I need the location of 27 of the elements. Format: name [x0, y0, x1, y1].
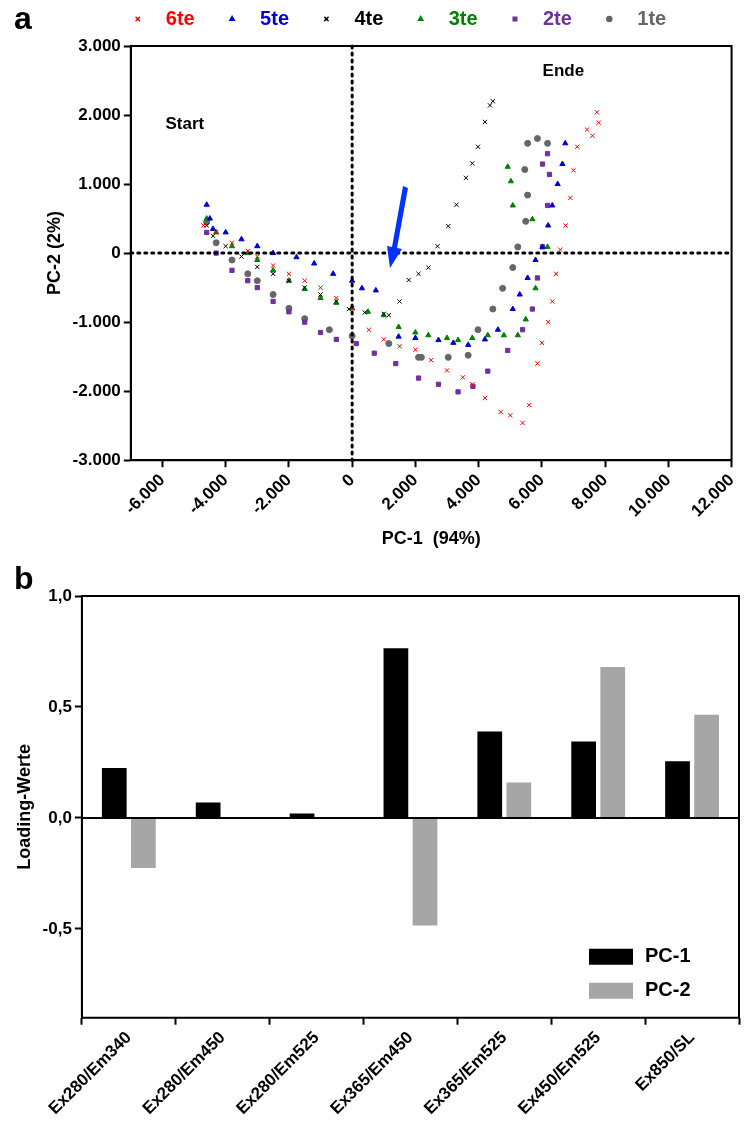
legend-label: PC-2 — [645, 978, 691, 1001]
legend-label: 4te — [354, 6, 384, 29]
y-tick-label: 2.000 — [78, 104, 121, 124]
legend-label: 6te — [165, 6, 195, 29]
annotation: Ende — [542, 60, 585, 80]
y-tick-label: 0,5 — [48, 696, 72, 716]
annotation: Start — [165, 114, 205, 134]
y-tick-label: -0,5 — [42, 918, 72, 938]
y-tick-label: -1.000 — [72, 311, 121, 331]
y-axis-title: Loading-Werte — [13, 744, 34, 870]
legend-label: 1te — [637, 6, 667, 29]
y-tick-label: 1.000 — [78, 173, 121, 193]
text: b — [14, 559, 34, 596]
legend-label: 2te — [542, 6, 572, 29]
y-tick-label: 0 — [111, 242, 121, 262]
y-tick-label: 0,0 — [48, 807, 72, 827]
y-tick-label: 3.000 — [78, 35, 121, 55]
legend-label: PC-1 — [645, 944, 691, 967]
text: a — [14, 0, 32, 36]
legend-label: 3te — [448, 6, 478, 29]
x-axis-title: PC-1 (94%) — [381, 528, 481, 549]
y-tick-label: -2.000 — [72, 380, 121, 400]
y-tick-label: -3.000 — [72, 449, 121, 469]
y-tick-label: 1,0 — [48, 585, 72, 605]
y-axis-title: PC-2 (2%) — [43, 211, 64, 296]
legend-label: 5te — [260, 6, 289, 29]
x-tick-label: 0 — [338, 470, 359, 491]
